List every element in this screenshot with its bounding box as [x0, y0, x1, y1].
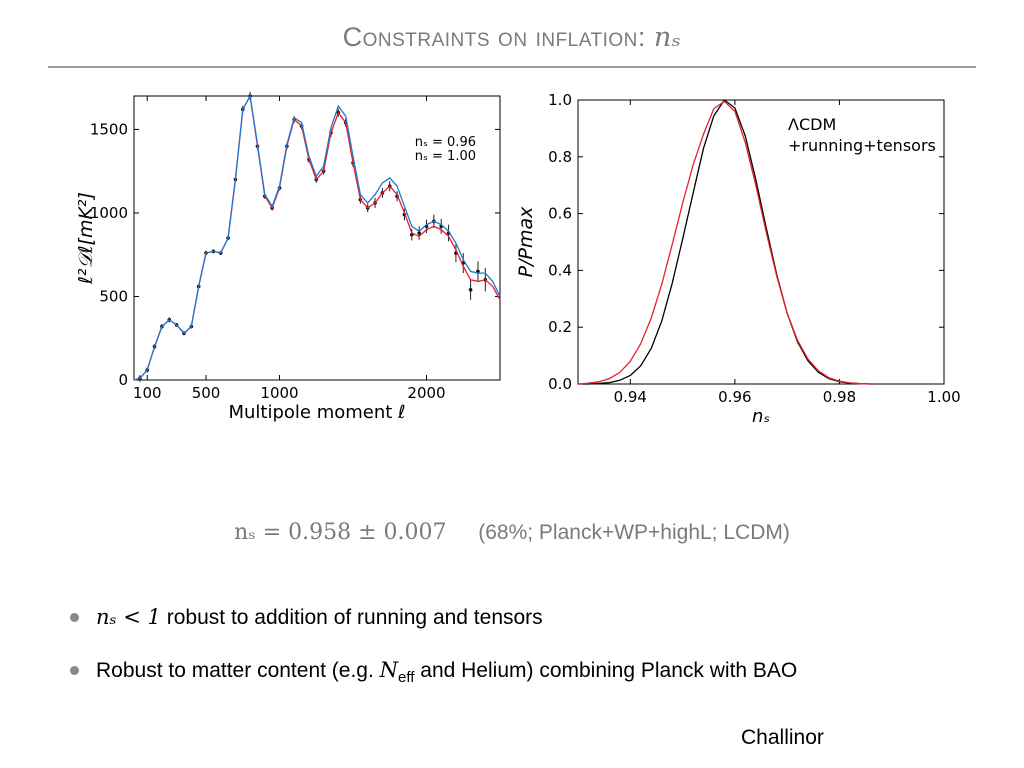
y-axis-label: ℓ²𝒟ℓ[mK²] [78, 192, 97, 285]
bullet-dot [70, 613, 79, 622]
ns-constraint: nₛ = 0.958 ± 0.007 (68%; Planck+WP+highL… [0, 520, 1024, 545]
bullet-dot [70, 666, 79, 675]
data-point [417, 231, 421, 235]
x-tick-label: 0.96 [718, 388, 751, 406]
y-axis-label: P/Pmax [515, 206, 537, 277]
y-tick-label: 0.4 [548, 261, 572, 279]
legend-entry: nₛ = 0.96 [415, 135, 476, 150]
y-tick-label: 0 [118, 371, 128, 389]
bullet-list: nₛ < 1 robust to addition of running and… [70, 602, 970, 708]
y-tick-label: 1.0 [548, 91, 572, 109]
cmb-power-spectrum-chart: 100 500 1000 2000 0 500 1000 1500 Multipole mome… [78, 90, 508, 430]
x-axis-label: Multipole moment ℓ [228, 402, 405, 423]
y-tick-label: 500 [99, 287, 128, 305]
bullet-math: N [379, 658, 399, 682]
ns-constraint-value: nₛ = 0.958 ± 0.007 [234, 520, 447, 545]
plot-frame [133, 95, 501, 381]
y-tick-label: 1000 [90, 204, 128, 222]
author-name: Challinor [741, 726, 824, 749]
cmb-power-spectrum-svg: 100 500 1000 2000 0 500 1000 1500 Multipole mome… [78, 91, 501, 423]
bullet-item: Robust to matter content (e.g. Neff and … [70, 655, 970, 687]
ns-posterior-chart: 0.94 0.96 0.98 1.00 0.0 0.2 0.4 0.6 0.8 1.0 nₛ P/Pm… [512, 88, 968, 428]
x-tick-label: 0.94 [614, 388, 647, 406]
bullet-text: and Helium) combining Planck with BAO [414, 659, 798, 682]
slide-title-symbol: nₛ [653, 22, 682, 53]
x-axis-label: nₛ [752, 406, 770, 427]
slide-title-text: Constraints on inflation: [342, 22, 654, 52]
bullet-item: nₛ < 1 robust to addition of running and… [70, 602, 970, 632]
data-point [468, 287, 473, 292]
bullet-text: robust to addition of running and tensor… [160, 606, 543, 629]
series-line-0 [578, 99, 871, 385]
y-tick-label: 0.8 [548, 148, 572, 166]
x-tick-label: 0.98 [823, 388, 856, 406]
plot-frame [577, 99, 945, 385]
legend-entry: +running+tensors [788, 136, 936, 155]
y-tick-label: 0.6 [548, 205, 572, 223]
bullet-text: Robust to matter content (e.g. [96, 659, 380, 682]
x-tick-label: 500 [192, 384, 221, 402]
y-tick-label: 0.0 [548, 375, 572, 393]
legend-entry: nₛ = 1.00 [415, 149, 476, 164]
ns-posterior-svg: 0.94 0.96 0.98 1.00 0.0 0.2 0.4 0.6 0.8 1.0 nₛ P/Pm… [515, 91, 961, 427]
x-tick-label: 100 [133, 384, 162, 402]
ns-constraint-note: (68%; Planck+WP+highL; LCDM) [478, 521, 790, 544]
series-line-1 [133, 93, 501, 381]
x-tick-label: 2000 [407, 384, 445, 402]
slide-title: Constraints on inflation: nₛ [0, 22, 1024, 53]
bullet-subscript: eff [398, 669, 415, 687]
series-line-1 [577, 100, 871, 385]
bullet-math: nₛ < 1 [96, 605, 161, 629]
x-tick-label: 1000 [260, 384, 298, 402]
title-divider [48, 66, 976, 68]
x-tick-label: 1.00 [927, 388, 960, 406]
y-tick-label: 0.2 [548, 318, 572, 336]
legend-entry: ΛCDM [788, 115, 836, 134]
y-tick-label: 1500 [90, 120, 128, 138]
